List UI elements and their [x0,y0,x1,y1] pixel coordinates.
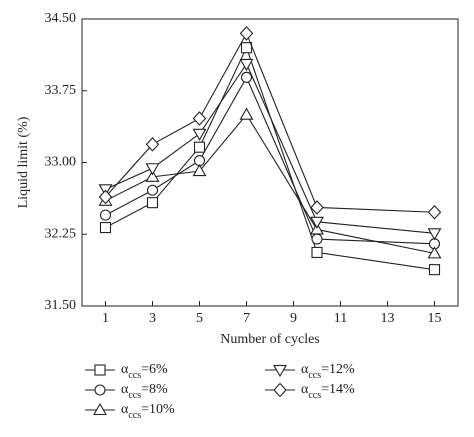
marker [192,164,207,177]
marker [193,141,206,153]
legend-label: αccs=8% [121,382,168,401]
marker [310,216,324,229]
marker [427,228,442,241]
marker [273,364,287,378]
marker [240,71,253,83]
marker [146,184,159,196]
x-tick-label: 3 [149,311,156,326]
marker [145,163,160,176]
x-axis-label: Number of cycles [220,332,320,347]
marker [427,204,442,220]
marker [311,233,323,245]
legend-label: αccs=10% [121,402,175,421]
marker [146,197,159,209]
legend-label: αccs=6% [121,362,168,381]
x-tick-label: 11 [334,311,347,326]
marker [192,128,207,141]
marker [310,200,324,215]
x-tick-label: 13 [381,311,395,326]
marker [311,246,323,258]
x-tick-label: 7 [243,311,250,326]
y-tick-label: 32.25 [45,226,77,241]
y-tick-label: 31.50 [45,298,77,313]
marker [239,26,254,41]
x-tick-label: 9 [290,311,297,326]
marker [428,264,441,276]
marker [94,364,106,376]
marker [239,107,254,120]
marker [99,209,112,221]
legend-label: αccs=12% [301,362,355,381]
x-tick-label: 1 [102,311,109,326]
marker [99,222,112,234]
marker [239,58,254,72]
marker [94,384,106,396]
marker [240,42,253,54]
plot-frame [81,18,459,307]
marker [145,137,160,152]
x-tick-label: 5 [196,311,203,326]
marker [427,246,442,259]
marker [192,111,207,126]
marker [93,402,107,416]
y-tick-label: 34.50 [45,11,77,26]
series-line [105,76,435,245]
x-tick-label: 15 [428,311,442,326]
series-line [105,46,435,271]
marker [273,382,287,398]
series-line [105,113,435,254]
y-tick-label: 33.00 [45,155,77,170]
series-line [105,32,435,213]
y-tick-label: 33.75 [45,83,77,98]
marker [98,189,113,205]
marker [145,169,160,182]
y-axis-label: Liquid limit (%) [16,116,31,208]
series-line [105,62,435,234]
legend-label: αccs=14% [301,382,355,401]
